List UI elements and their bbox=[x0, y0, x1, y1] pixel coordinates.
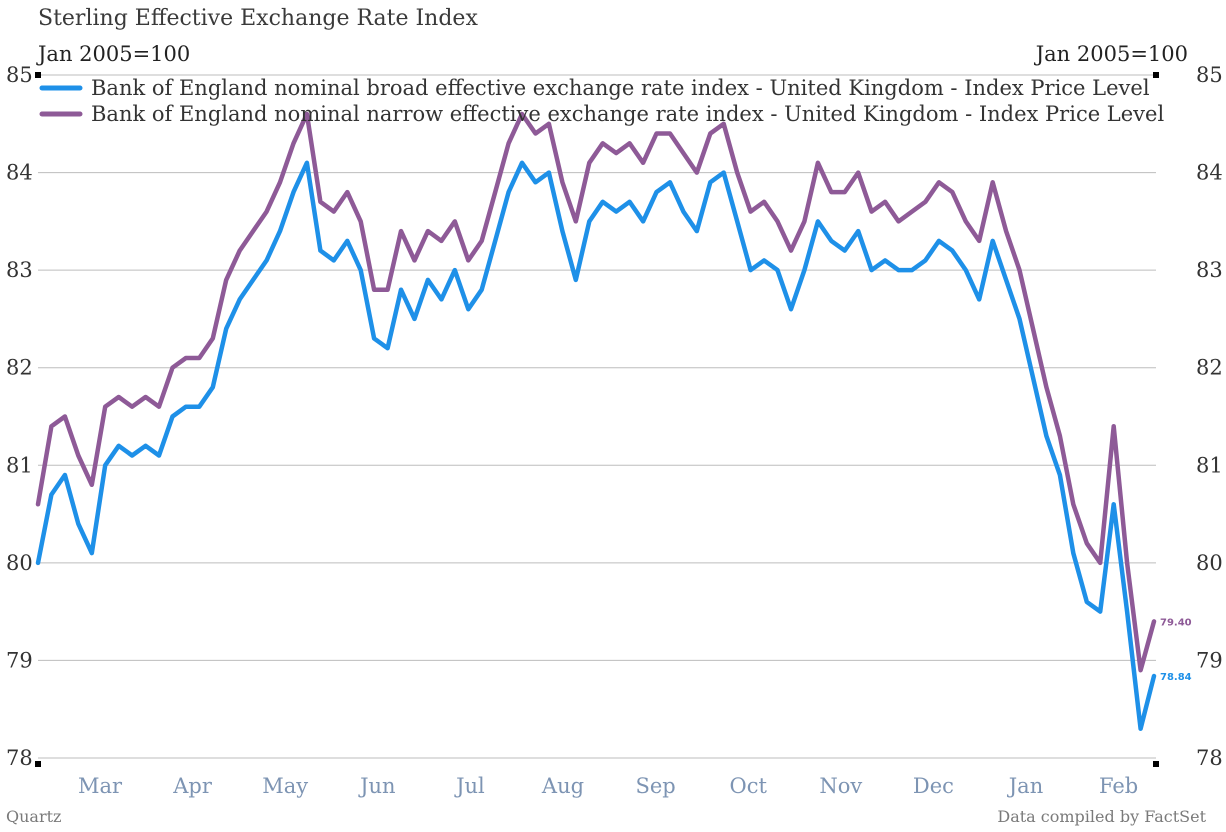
legend: Bank of England nominal broad effective … bbox=[39, 76, 1164, 126]
x-tick-label: Sep bbox=[635, 774, 675, 798]
y-tick-label: 81 bbox=[6, 453, 33, 477]
y-tick-label: 80 bbox=[6, 551, 33, 575]
corner-marker bbox=[35, 72, 41, 78]
legend-label: Bank of England nominal narrow effective… bbox=[91, 102, 1164, 126]
y-tick-label: 79 bbox=[6, 648, 33, 672]
publisher-credit: Quartz bbox=[6, 807, 62, 826]
x-tick-label: Apr bbox=[172, 774, 213, 798]
y-tick-label: 83 bbox=[6, 258, 33, 282]
x-tick-label: May bbox=[262, 774, 308, 798]
end-value-label: 79.40 bbox=[1160, 617, 1192, 628]
y-tick-label: 82 bbox=[1196, 356, 1223, 380]
corner-marker bbox=[1153, 761, 1159, 767]
y-tick-label: 78 bbox=[6, 746, 33, 770]
y-tick-label: 80 bbox=[1196, 551, 1223, 575]
x-tick-label: Mar bbox=[78, 774, 123, 798]
y-axis-unit-left: Jan 2005=100 bbox=[38, 42, 191, 66]
y-tick-label: 84 bbox=[6, 161, 33, 185]
x-tick-label: Jan bbox=[1007, 774, 1043, 798]
x-tick-label: Nov bbox=[819, 774, 862, 798]
y-tick-label: 85 bbox=[6, 63, 33, 87]
end-value-label: 78.84 bbox=[1160, 672, 1192, 683]
grid-lines bbox=[38, 74, 1156, 759]
y-tick-label: 81 bbox=[1196, 453, 1223, 477]
chart-title: Sterling Effective Exchange Rate Index bbox=[38, 6, 478, 31]
series-line bbox=[35, 111, 1157, 673]
corner-marker bbox=[35, 761, 41, 767]
legend-label: Bank of England nominal broad effective … bbox=[91, 76, 1150, 100]
x-tick-label: Dec bbox=[913, 774, 954, 798]
y-tick-label: 85 bbox=[1196, 63, 1223, 87]
x-axis: Mar Apr May Jun Jul Aug Sep Oct Nov Dec Jan Feb bbox=[78, 774, 1138, 798]
x-tick-label: Oct bbox=[729, 774, 767, 798]
y-tick-label: 78 bbox=[1196, 746, 1223, 770]
y-axis-left: 78 79 80 81 82 83 84 85 bbox=[6, 63, 33, 770]
y-tick-label: 84 bbox=[1196, 161, 1223, 185]
x-tick-label: Aug bbox=[541, 774, 584, 798]
series-line bbox=[35, 160, 1157, 731]
y-tick-label: 83 bbox=[1196, 258, 1223, 282]
end-labels: 79.40 78.84 bbox=[1160, 617, 1192, 683]
x-tick-label: Feb bbox=[1099, 774, 1138, 798]
series-lines bbox=[35, 111, 1157, 731]
y-tick-label: 79 bbox=[1196, 648, 1223, 672]
corner-markers bbox=[35, 72, 1159, 767]
y-axis-right: 78 79 80 81 82 83 84 85 bbox=[1196, 63, 1223, 770]
corner-marker bbox=[1153, 72, 1159, 78]
x-tick-label: Jun bbox=[358, 774, 395, 798]
data-source-credit: Data compiled by FactSet bbox=[997, 807, 1206, 826]
x-tick-label: Jul bbox=[454, 774, 485, 798]
y-tick-label: 82 bbox=[6, 356, 33, 380]
y-axis-unit-right: Jan 2005=100 bbox=[1035, 42, 1188, 66]
